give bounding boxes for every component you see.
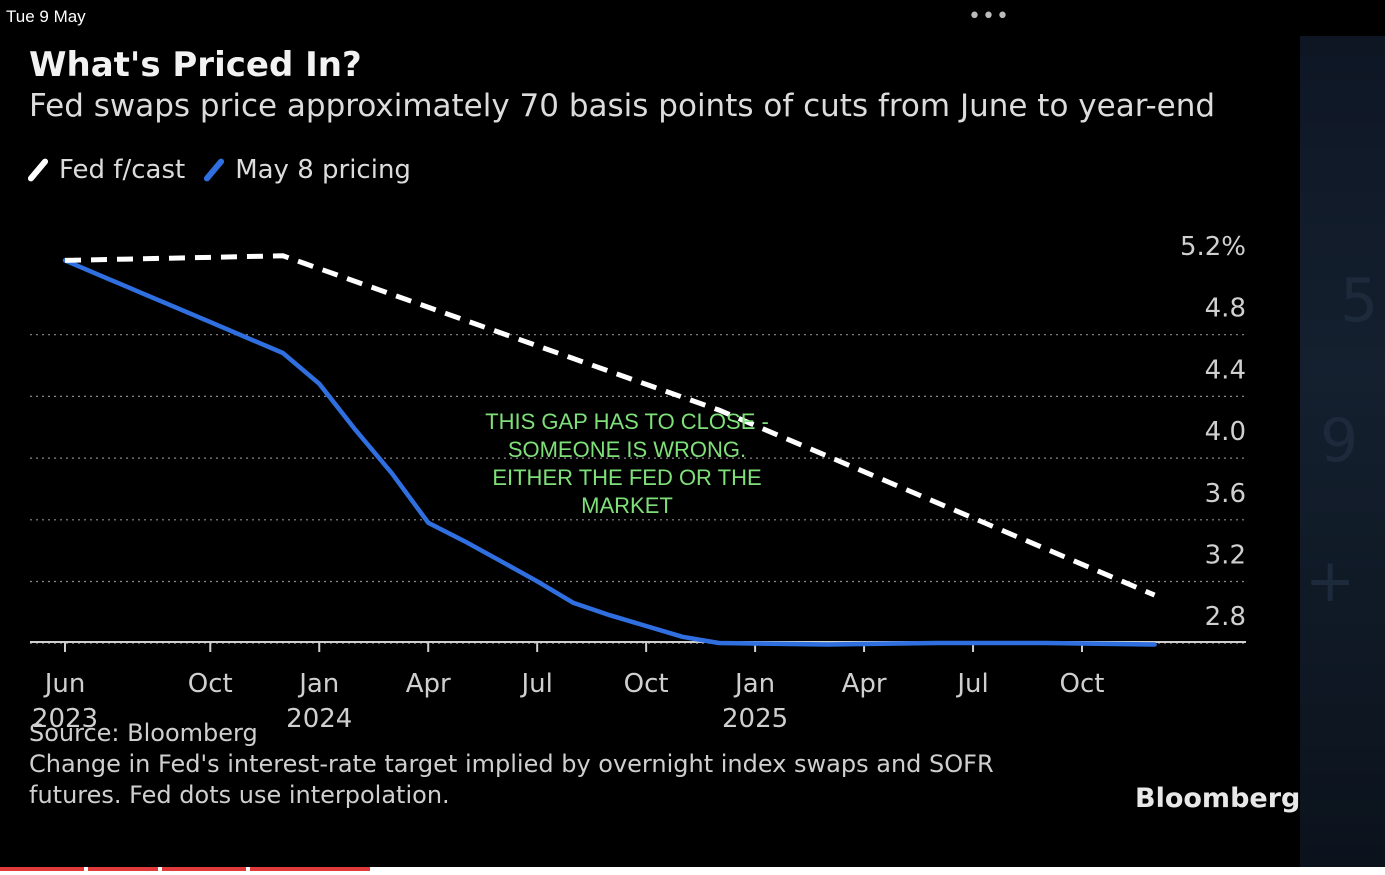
x-tick-label: Apr — [842, 669, 887, 699]
chart-subtitle: Fed swaps price approximately 70 basis p… — [29, 88, 1216, 124]
bloomberg-logo: Bloomberg — [1135, 783, 1301, 814]
x-tick-label: Jan — [733, 669, 775, 699]
chart-image — [0, 36, 1300, 868]
progress-segment — [0, 867, 84, 871]
chart-source: Source: Bloomberg Change in Fed's intere… — [29, 718, 994, 811]
background-glyph-icon: 9 — [1320, 406, 1359, 476]
y-tick-label: 3.6 — [1205, 479, 1246, 509]
chart-legend: Fed f/cast May 8 pricing — [26, 155, 431, 185]
y-tick-label: 4.0 — [1205, 417, 1246, 447]
x-tick-label: Oct — [1060, 669, 1105, 699]
page-progress-strip — [0, 867, 1385, 875]
background-panel: 5 9 + — [1300, 36, 1385, 868]
x-tick-label: Jan — [297, 669, 339, 699]
chart-annotation: THIS GAP HAS TO CLOSE - SOMEONE IS WRONG… — [485, 409, 769, 518]
background-glyph-icon: + — [1305, 546, 1356, 616]
more-options-icon[interactable]: ••• — [968, 4, 1010, 29]
x-tick-label: Oct — [188, 669, 233, 699]
status-date: Tue 9 May — [6, 7, 86, 26]
chart-title: What's Priced In? — [29, 45, 362, 85]
x-tick-label: Jul — [955, 669, 988, 699]
x-tick-year-label: 2023 — [32, 704, 98, 734]
legend-item-fed-forecast: Fed f/cast — [26, 155, 186, 185]
x-tick-label: Jul — [519, 669, 552, 699]
x-tick-year-label: 2025 — [722, 704, 788, 734]
legend-item-may8-pricing: May 8 pricing — [202, 155, 411, 185]
series-line-may8-pricing — [62, 258, 1157, 647]
x-tick-label: Jun — [43, 669, 86, 699]
source-label: Source: Bloomberg — [29, 719, 258, 747]
progress-segment — [88, 867, 158, 871]
series-line-fed-forecast — [64, 253, 1156, 598]
y-tick-label: 4.8 — [1205, 294, 1246, 324]
x-tick-label: Apr — [406, 669, 451, 699]
x-tick-label: Oct — [624, 669, 669, 699]
x-tick-year-label: 2024 — [286, 704, 352, 734]
legend-label: Fed f/cast — [59, 155, 186, 185]
progress-segment — [162, 867, 246, 871]
y-tick-label: 3.2 — [1205, 541, 1246, 571]
y-tick-label: 2.8 — [1205, 602, 1246, 632]
status-bar: Tue 9 May ••• — [0, 0, 1385, 36]
background-glyph-icon: 5 — [1340, 266, 1379, 336]
progress-segment — [250, 867, 370, 871]
y-tick-label: 4.4 — [1205, 355, 1246, 385]
legend-label: May 8 pricing — [235, 155, 411, 185]
source-note-line1: Change in Fed's interest-rate target imp… — [29, 750, 994, 778]
y-tick-label: 5.2% — [1180, 232, 1246, 262]
source-note-line2: futures. Fed dots use interpolation. — [29, 781, 450, 809]
